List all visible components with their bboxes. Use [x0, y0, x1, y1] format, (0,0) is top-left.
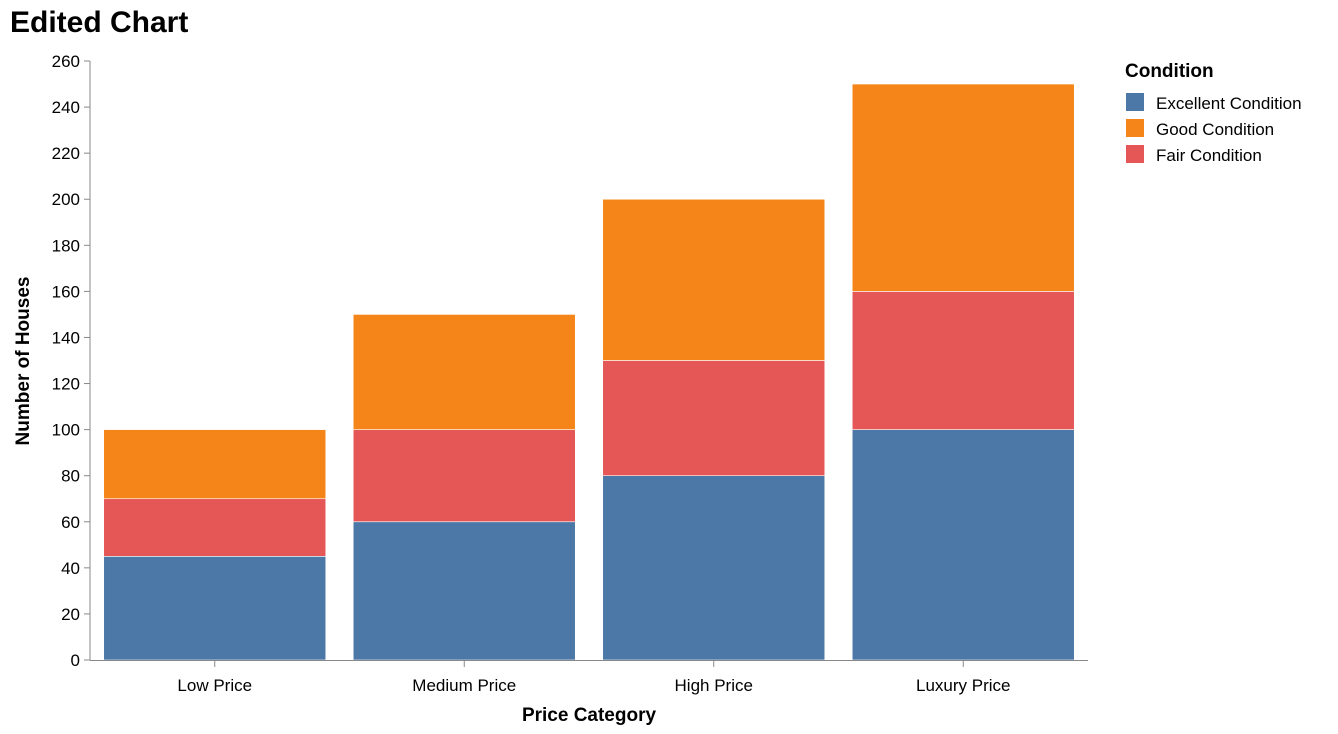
legend-title: Condition — [1125, 61, 1214, 82]
bar-fair-condition-medium-price — [352, 429, 576, 523]
bar-fair-condition-high-price — [602, 360, 826, 476]
bar-good-condition-luxury-price — [851, 83, 1075, 292]
bars-layer — [103, 83, 1075, 661]
y-tick-label: 120 — [52, 375, 80, 394]
bar-fair-condition-low-price — [103, 498, 327, 557]
y-tick-label: 20 — [61, 605, 80, 624]
y-tick-label: 240 — [52, 98, 80, 117]
legend-label: Good Condition — [1156, 120, 1274, 139]
legend-label: Excellent Condition — [1156, 94, 1302, 113]
bar-fair-condition-luxury-price — [851, 291, 1075, 430]
y-tick-label: 260 — [52, 52, 80, 71]
y-axis: 0 20 40 60 80 100 120 140 160 180 200 220 240 260 — [52, 52, 91, 670]
y-tick-label: 60 — [61, 513, 80, 532]
x-tick-label: High Price — [675, 676, 753, 695]
legend-label: Fair Condition — [1156, 146, 1262, 165]
y-tick-label: 180 — [52, 236, 80, 255]
x-tick-label: Medium Price — [412, 676, 516, 695]
y-tick-label: 200 — [52, 190, 80, 209]
bar-excellent-condition-medium-price — [352, 521, 576, 661]
bar-excellent-condition-low-price — [103, 556, 327, 661]
bar-good-condition-high-price — [602, 198, 826, 361]
legend-swatch — [1126, 93, 1144, 111]
y-tick-label: 140 — [52, 328, 80, 347]
y-tick-label: 0 — [71, 651, 80, 670]
bar-good-condition-low-price — [103, 429, 327, 500]
bar-good-condition-medium-price — [352, 314, 576, 430]
y-tick-label: 40 — [61, 559, 80, 578]
y-tick-label: 220 — [52, 144, 80, 163]
y-tick-label: 160 — [52, 282, 80, 301]
legend: Condition Excellent Condition Good Condit… — [1125, 61, 1302, 165]
x-axis-title: Price Category — [522, 705, 657, 726]
x-tick-label: Low Price — [177, 676, 252, 695]
chart-title: Edited Chart — [10, 6, 189, 39]
x-tick-label: Luxury Price — [916, 676, 1010, 695]
y-tick-label: 100 — [52, 421, 80, 440]
legend-swatch — [1126, 119, 1144, 137]
legend-swatch — [1126, 145, 1144, 163]
bar-excellent-condition-high-price — [602, 475, 826, 661]
y-tick-label: 80 — [61, 467, 80, 486]
y-axis-title: Number of Houses — [13, 277, 34, 446]
x-axis: Low Price Medium Price High Price Luxury Pr… — [90, 660, 1088, 695]
bar-excellent-condition-luxury-price — [851, 429, 1075, 661]
